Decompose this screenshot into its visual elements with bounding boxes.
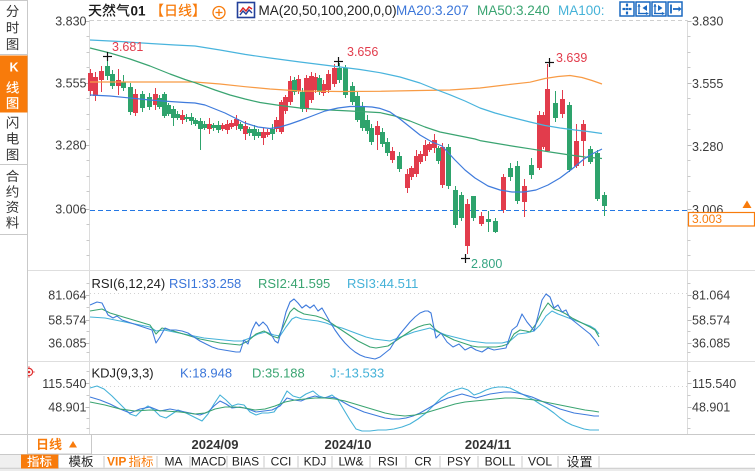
svg-text:115.540: 115.540 — [692, 377, 736, 391]
svg-text:3.830: 3.830 — [55, 15, 86, 29]
svg-text:3.280: 3.280 — [692, 140, 723, 154]
svg-text:01: 01 — [131, 4, 147, 19]
svg-text:2.800: 2.800 — [471, 257, 502, 271]
svg-text:36.085: 36.085 — [692, 337, 730, 351]
svg-text:2024/09: 2024/09 — [192, 437, 239, 452]
svg-text:CR: CR — [414, 455, 432, 469]
svg-text:3.639: 3.639 — [556, 51, 587, 65]
svg-text:36.085: 36.085 — [48, 337, 86, 351]
svg-text:J:-13.533: J:-13.533 — [330, 366, 384, 381]
svg-text:D:35.188: D:35.188 — [252, 366, 305, 381]
svg-text:3.006: 3.006 — [55, 203, 86, 217]
svg-text:K:18.948: K:18.948 — [180, 366, 232, 381]
svg-text:3.830: 3.830 — [692, 15, 723, 29]
svg-text:MA(20,50,100,200,0,0): MA(20,50,100,200,0,0) — [259, 3, 397, 18]
svg-text:MACD: MACD — [191, 455, 227, 469]
svg-text:3.555: 3.555 — [55, 77, 86, 91]
svg-text:115.540: 115.540 — [42, 377, 86, 391]
svg-text:BIAS: BIAS — [232, 455, 259, 469]
svg-text:KDJ: KDJ — [304, 455, 327, 469]
svg-text:VIP: VIP — [107, 455, 126, 469]
svg-text:MA: MA — [165, 455, 183, 469]
svg-text:81.064: 81.064 — [692, 289, 730, 303]
svg-text:RSI1:33.258: RSI1:33.258 — [169, 276, 241, 291]
svg-text:58.574: 58.574 — [48, 314, 86, 328]
svg-text:48.901: 48.901 — [692, 401, 730, 415]
svg-text:KDJ(9,3,3): KDJ(9,3,3) — [92, 366, 154, 381]
svg-text:RSI: RSI — [378, 455, 398, 469]
svg-text:MA20:3.207: MA20:3.207 — [396, 3, 469, 18]
svg-text:BOLL: BOLL — [485, 455, 516, 469]
svg-text:3.555: 3.555 — [692, 77, 723, 91]
svg-text:PSY: PSY — [447, 455, 471, 469]
svg-text:MA50:3.240: MA50:3.240 — [477, 3, 550, 18]
svg-text:CCI: CCI — [271, 455, 292, 469]
svg-text:2024/10: 2024/10 — [325, 437, 372, 452]
svg-text:48.901: 48.901 — [48, 401, 86, 415]
svg-text:3.656: 3.656 — [347, 45, 378, 59]
svg-text:RSI2:41.595: RSI2:41.595 — [258, 276, 330, 291]
svg-text:LW&: LW& — [338, 455, 363, 469]
svg-text:K: K — [10, 61, 19, 75]
svg-text:RSI(6,12,24): RSI(6,12,24) — [92, 276, 166, 291]
svg-text:3.280: 3.280 — [55, 139, 86, 153]
svg-text:58.574: 58.574 — [692, 314, 730, 328]
svg-text:2024/11: 2024/11 — [465, 437, 511, 452]
svg-text:3.681: 3.681 — [112, 40, 143, 54]
svg-text:81.064: 81.064 — [48, 289, 86, 303]
svg-text:VOL: VOL — [528, 455, 552, 469]
svg-text:MA100:: MA100: — [558, 3, 605, 18]
svg-text:RSI3:44.511: RSI3:44.511 — [347, 276, 418, 291]
svg-text:3.003: 3.003 — [692, 212, 722, 226]
